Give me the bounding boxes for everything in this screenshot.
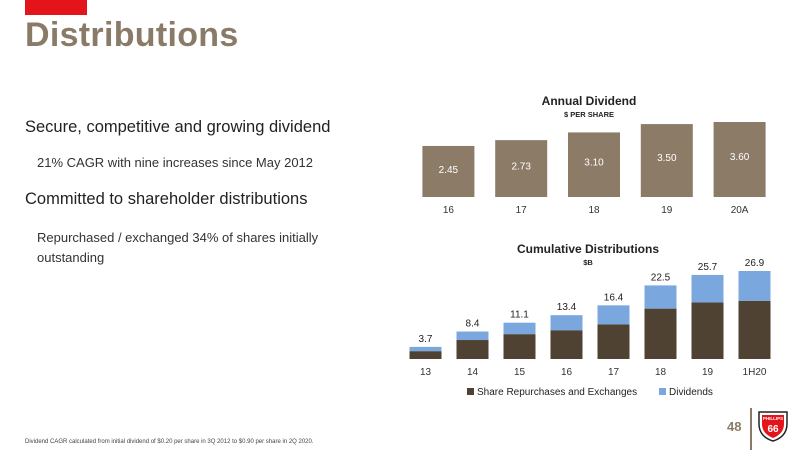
cumulative-distributions-title: Cumulative Distributions	[517, 242, 659, 256]
cumulative-total-label: 25.7	[698, 262, 718, 273]
brand-red-block	[25, 0, 87, 15]
annual-dividend-bar	[422, 145, 475, 197]
repurchases-bar-segment	[503, 334, 536, 359]
dividends-bar-segment	[503, 322, 536, 335]
dividends-bar-segment	[597, 305, 630, 325]
bullet-cagr: 21% CAGR with nine increases since May 2…	[37, 155, 314, 170]
annual-dividend-value-label: 2.73	[511, 162, 531, 173]
phillips-66-logo: PHILLIPS 66	[758, 411, 788, 442]
repurchases-bar-segment	[691, 302, 724, 359]
annual-dividend-title: Annual Dividend	[542, 94, 637, 108]
repurchases-bar-segment	[597, 324, 630, 359]
page-title: Distributions	[25, 16, 239, 54]
cumulative-tick-label: 19	[702, 367, 714, 378]
cumulative-total-label: 26.9	[745, 258, 765, 269]
annual-dividend-bar	[640, 124, 693, 197]
cumulative-total-label: 3.7	[419, 334, 433, 345]
annual-dividend-tick-label: 16	[443, 205, 455, 216]
cumulative-total-label: 8.4	[466, 319, 480, 330]
cumulative-tick-label: 1H20	[743, 367, 767, 378]
annual-dividend-value-label: 3.10	[584, 157, 604, 168]
bullet-committed: Committed to shareholder distributions	[25, 190, 308, 208]
annual-dividend-value-label: 3.50	[657, 153, 677, 164]
cumulative-total-label: 16.4	[604, 292, 624, 303]
cumulative-tick-label: 16	[561, 367, 573, 378]
cumulative-tick-label: 13	[420, 367, 432, 378]
svg-text:66: 66	[767, 424, 779, 435]
repurchases-bar-segment	[550, 330, 583, 359]
dividends-bar-segment	[550, 315, 583, 331]
cumulative-total-label: 13.4	[557, 302, 577, 313]
annual-dividend-bar	[713, 122, 766, 197]
cumulative-tick-label: 15	[514, 367, 526, 378]
legend-swatch-dividends	[659, 388, 666, 395]
annual-dividend-tick-label: 19	[661, 205, 673, 216]
annual-dividend-subtitle: $ PER SHARE	[564, 110, 614, 119]
annual-dividend-value-label: 2.45	[439, 165, 459, 176]
legend-label-dividends: Dividends	[669, 387, 713, 398]
annual-dividend-bar	[568, 132, 620, 197]
dividends-bar-segment	[644, 285, 677, 309]
bullet-list: Secure, competitive and growing dividend…	[25, 116, 355, 268]
annual-dividend-tick-label: 18	[588, 205, 600, 216]
cumulative-total-label: 11.1	[510, 310, 529, 321]
footnote: Dividend CAGR calculated from initial di…	[25, 439, 314, 445]
dividends-bar-segment	[409, 346, 442, 352]
footer-divider	[750, 408, 752, 450]
dividends-bar-segment	[691, 274, 724, 303]
bullet-repurchased: Repurchased / exchanged 34% of shares in…	[37, 230, 319, 245]
cumulative-tick-label: 18	[655, 367, 667, 378]
annual-dividend-bar	[495, 140, 548, 197]
dividends-bar-segment	[738, 271, 771, 301]
annual-dividend-value-label: 3.60	[730, 152, 750, 163]
bullet-outstanding: outstanding	[37, 250, 105, 265]
annual-dividend-tick-label: 17	[516, 205, 528, 216]
repurchases-bar-segment	[738, 300, 771, 359]
legend-label-repurchases: Share Repurchases and Exchanges	[477, 387, 637, 398]
dividends-bar-segment	[456, 331, 489, 341]
cumulative-total-label: 22.5	[651, 272, 671, 283]
annual-dividend-tick-label: 20A	[731, 205, 749, 216]
svg-text:PHILLIPS: PHILLIPS	[763, 416, 783, 421]
bullet-dividend: Secure, competitive and growing dividend	[25, 118, 331, 136]
repurchases-bar-segment	[644, 308, 677, 359]
cumulative-tick-label: 17	[608, 367, 620, 378]
repurchases-bar-segment	[456, 340, 489, 359]
repurchases-bar-segment	[409, 351, 442, 359]
legend-swatch-repurchases	[467, 388, 474, 395]
cumulative-tick-label: 14	[467, 367, 479, 378]
cumulative-distributions-subtitle: $B	[583, 258, 593, 267]
page-number: 48	[727, 419, 742, 434]
